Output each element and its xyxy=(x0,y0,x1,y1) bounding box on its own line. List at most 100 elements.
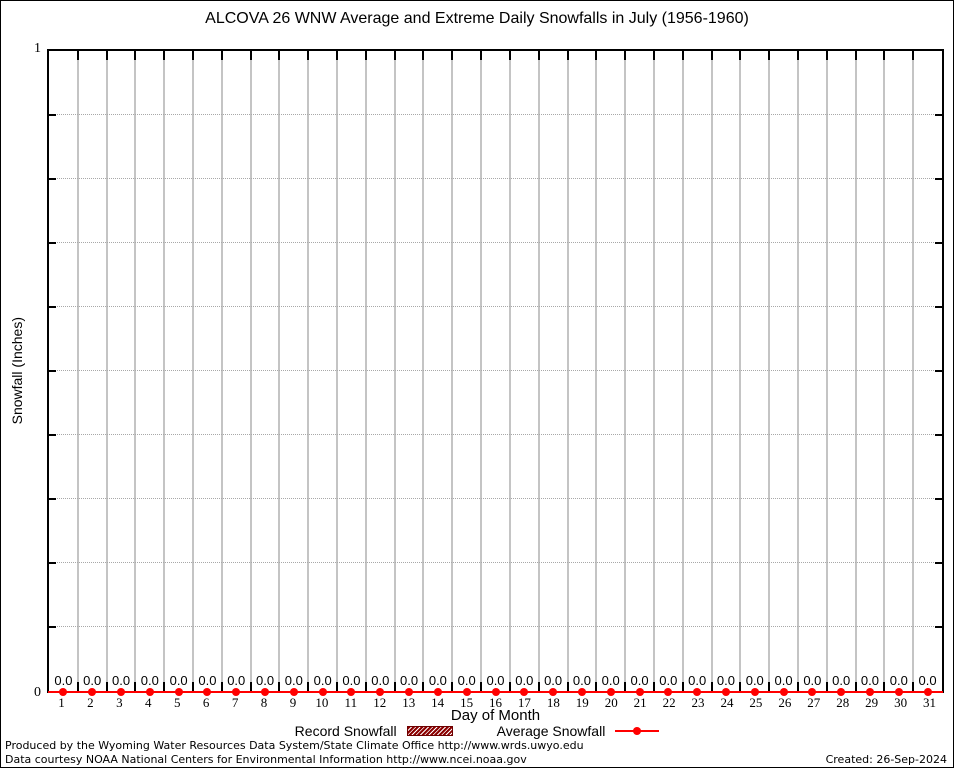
vertical-gridline xyxy=(537,51,540,691)
vertical-gridline xyxy=(796,51,799,691)
y-tick-left xyxy=(49,306,56,308)
x-tick-top xyxy=(278,51,281,60)
x-axis-day-label: 2 xyxy=(87,695,94,710)
vertical-gridline xyxy=(336,51,339,691)
horizontal-gridline xyxy=(49,626,942,627)
data-point-marker xyxy=(145,688,154,696)
x-tick-bottom xyxy=(796,682,799,691)
x-tick-top xyxy=(76,51,79,60)
x-tick-top xyxy=(681,51,684,60)
data-point-value-label: 0.0 xyxy=(428,673,447,688)
x-axis-day-label: 26 xyxy=(778,695,792,710)
x-tick-top xyxy=(393,51,396,60)
x-axis-day-label: 16 xyxy=(489,695,502,710)
x-axis-day-label: 15 xyxy=(460,695,474,710)
x-tick-bottom xyxy=(652,682,655,691)
x-axis-day-label: 3 xyxy=(116,695,123,710)
x-axis-day-label: 1 xyxy=(58,695,65,710)
x-axis-day-label: 6 xyxy=(202,695,210,710)
y-axis-title: Snowfall (Inches) xyxy=(9,317,25,425)
vertical-gridline xyxy=(595,51,598,691)
x-tick-bottom xyxy=(192,682,195,691)
chart-legend: Record Snowfall Average Snowfall xyxy=(1,723,953,739)
data-point-value-label: 0.0 xyxy=(832,673,851,688)
y-tick-right xyxy=(935,242,942,244)
chart-title: ALCOVA 26 WNW Average and Extreme Daily … xyxy=(205,10,749,27)
vertical-gridline xyxy=(278,51,281,691)
x-axis-day-label: 25 xyxy=(749,695,763,710)
x-tick-top xyxy=(220,51,223,60)
vertical-gridline xyxy=(307,51,310,691)
data-point-value-label: 0.0 xyxy=(54,673,73,688)
data-point-value-label: 0.0 xyxy=(371,673,390,688)
x-axis-day-label: 12 xyxy=(373,695,387,710)
y-tick-left xyxy=(49,370,56,372)
x-tick-top xyxy=(652,51,655,60)
x-tick-bottom xyxy=(681,682,684,691)
vertical-gridline xyxy=(624,51,627,691)
vertical-gridline xyxy=(422,51,425,691)
horizontal-gridline xyxy=(49,306,942,307)
x-tick-bottom xyxy=(739,682,742,691)
x-tick-bottom xyxy=(912,682,915,691)
x-axis-day-label: 18 xyxy=(546,695,560,710)
data-point-value-label: 0.0 xyxy=(256,673,275,688)
x-tick-top xyxy=(307,51,310,60)
horizontal-gridline xyxy=(49,242,942,243)
data-point-marker xyxy=(549,688,558,696)
vertical-gridline xyxy=(393,51,396,691)
x-axis-day-label: 24 xyxy=(720,695,734,710)
x-axis-day-label: 5 xyxy=(173,695,181,710)
legend-average-label: Average Snowfall xyxy=(496,723,606,739)
x-tick-bottom xyxy=(480,682,483,691)
data-point-marker xyxy=(318,688,327,696)
record-snowfall-key-icon xyxy=(406,726,453,736)
x-axis-tick-labels: 1 2 3 4 5 6 7 8 9 10 11 12 13 14 15 16 17 18 19 20 21 22 23 24 2… xyxy=(47,696,944,711)
data-point-value-label: 0.0 xyxy=(83,673,102,688)
data-point-value-label: 0.0 xyxy=(630,673,649,688)
data-point-marker xyxy=(88,688,97,696)
vertical-gridline xyxy=(508,51,511,691)
x-tick-bottom xyxy=(566,682,569,691)
y-tick-left xyxy=(49,242,56,244)
x-tick-bottom xyxy=(393,682,396,691)
x-tick-bottom xyxy=(278,682,281,691)
vertical-gridline xyxy=(249,51,252,691)
footer-data-courtesy: Data courtesy NOAA National Centers for … xyxy=(5,753,527,766)
x-tick-bottom xyxy=(336,682,339,691)
x-tick-bottom xyxy=(134,682,137,691)
vertical-gridline xyxy=(134,51,137,691)
data-point-value-label: 0.0 xyxy=(111,673,131,688)
x-tick-bottom xyxy=(595,682,598,691)
data-point-marker xyxy=(923,688,932,696)
data-point-value-label: 0.0 xyxy=(659,673,678,688)
data-point-marker xyxy=(289,688,298,696)
x-tick-bottom xyxy=(624,682,627,691)
data-point-value-label: 0.0 xyxy=(572,673,591,688)
vertical-gridline xyxy=(825,51,828,691)
x-tick-top xyxy=(624,51,627,60)
horizontal-gridline xyxy=(49,562,942,563)
vertical-gridline xyxy=(652,51,655,691)
x-tick-bottom xyxy=(105,682,108,691)
data-point-value-label: 0.0 xyxy=(860,673,880,688)
data-point-value-label: 0.0 xyxy=(745,673,764,688)
data-point-marker xyxy=(721,688,730,696)
x-tick-top xyxy=(537,51,540,60)
data-point-marker xyxy=(779,688,788,696)
data-point-value-label: 0.0 xyxy=(889,673,908,688)
x-axis-day-label: 22 xyxy=(662,695,676,710)
x-tick-top xyxy=(134,51,137,60)
x-axis-day-label: 14 xyxy=(431,695,445,710)
x-axis-day-label: 11 xyxy=(344,695,358,710)
data-point-value-label: 0.0 xyxy=(313,673,332,688)
y-tick-right xyxy=(935,178,942,180)
x-axis-title: Day of Month xyxy=(450,707,541,724)
data-point-value-label: 0.0 xyxy=(716,673,735,688)
y-axis-tick-label-min: 0 xyxy=(34,685,41,700)
x-tick-bottom xyxy=(537,682,540,691)
data-point-marker xyxy=(491,688,500,696)
horizontal-gridline xyxy=(49,370,942,371)
y-tick-right xyxy=(935,562,942,564)
